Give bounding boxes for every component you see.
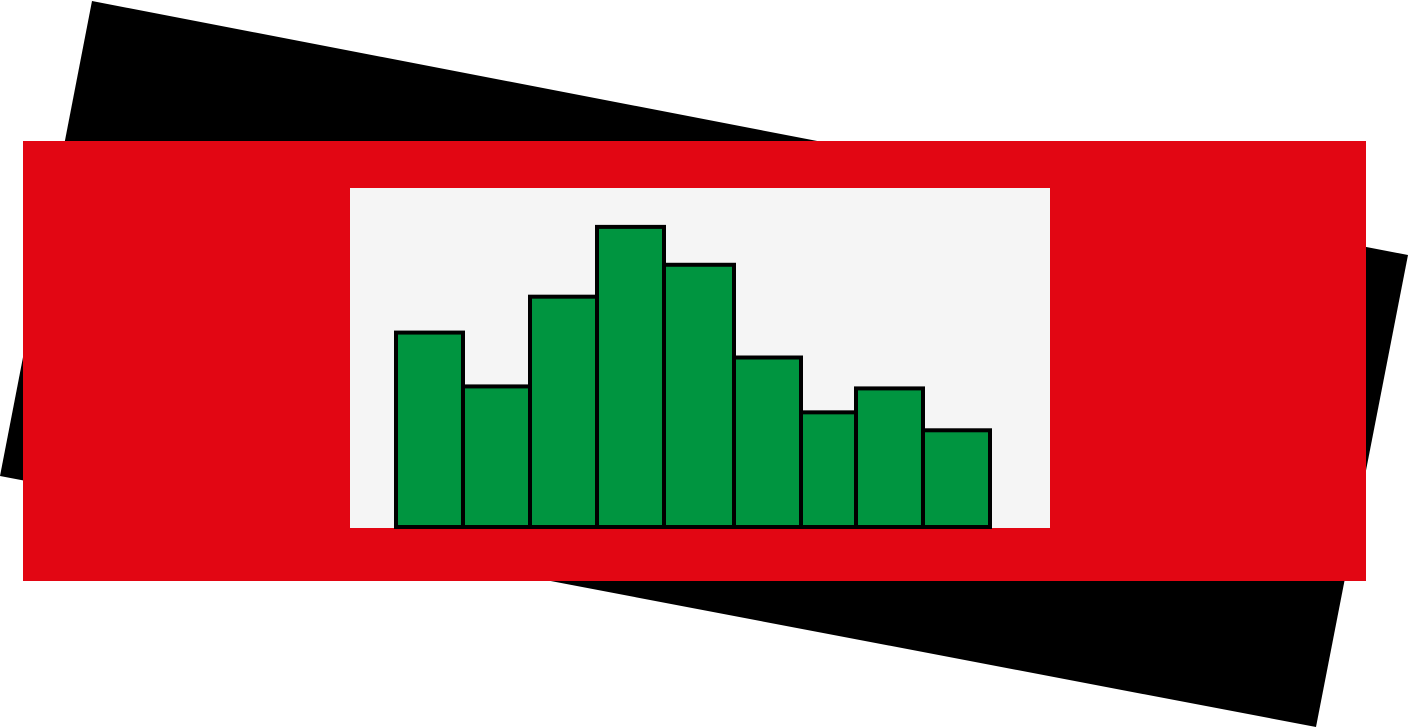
bar-series: [394, 224, 992, 530]
bar-2: [461, 384, 532, 529]
bar-1: [394, 330, 465, 529]
bar-3: [528, 294, 599, 529]
bar-5: [662, 262, 736, 529]
bar-8: [854, 386, 925, 529]
bar-4: [595, 224, 666, 530]
bar-6: [732, 355, 803, 529]
bar-9: [921, 428, 992, 530]
bar-7: [799, 410, 858, 529]
